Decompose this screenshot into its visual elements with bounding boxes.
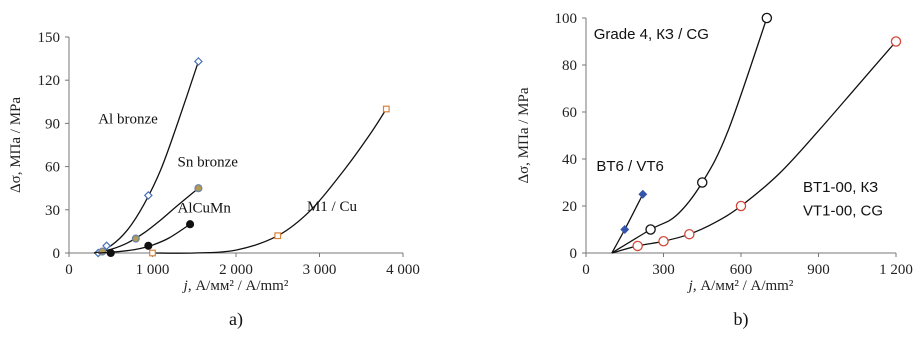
data-point [761,12,773,24]
chart-panel-2: 0 300 600 900 1 200 0 20 40 60 80 100 j, А/мм² / A/… [516,11,913,330]
y-tick-label: 60 [562,105,577,121]
y-tick-label: 90 [45,116,60,132]
series-2-1: Grade 4, КЗ / CG [594,12,773,254]
data-point [98,247,107,256]
data-point [193,57,203,66]
data-point [645,224,656,235]
data-point [131,234,140,243]
y-tick-label: 0 [570,246,578,262]
y-tick-label: 0 [53,246,61,262]
x-axis-title-units: , А/мм² / A/mm² [188,278,289,294]
x-tick-label: 0 [582,262,590,278]
x-tick-label: 1 200 [879,262,913,278]
data-point [632,240,643,252]
data-point [144,241,153,250]
x-axis-title: j, А/мм² / A/mm² [687,278,794,294]
x-tick-label: 2 000 [219,262,253,278]
y-tick-label: 150 [38,30,61,46]
data-point [106,248,115,258]
x-tick-label: 4 000 [386,262,420,278]
series-2-3: BT1-00, КЗ VT1-00, CG [611,36,902,254]
x-axis-title-symbol: j [687,278,693,294]
x-tick-label: 600 [730,262,753,278]
data-point [382,105,390,113]
series-label: Grade 4, КЗ / CG [594,26,709,43]
series-line [611,41,897,254]
y-tick-label: 40 [562,152,577,168]
series-1-3: AlCuMn [98,201,232,258]
data-point [735,200,747,212]
data-point [684,228,695,240]
data-point [658,235,669,247]
series-label: M1 / Cu [307,199,358,215]
x-tick-label: 900 [807,262,830,278]
series-label: BT1-00, КЗ [803,179,878,196]
data-point [697,177,708,188]
series-line [98,223,191,254]
data-point [149,249,156,257]
data-point [102,241,112,251]
data-point [194,184,203,193]
series-label: BT6 / VT6 [596,158,664,175]
panel-label: a) [229,309,243,330]
data-point [274,232,282,240]
x-axis-title: j, А/мм² / A/mm² [182,278,289,294]
series-label-line2: VT1-00, CG [803,202,883,219]
y-tick-label: 60 [45,160,60,176]
panel-label: b) [734,309,749,330]
chart-panel-1: 0 1 000 2 000 3 000 4 000 0 30 60 90 120 150 j, А/м… [8,30,420,330]
x-tick-label: 1 000 [136,262,170,278]
series-1-1: Al bronze [93,57,203,258]
y-tick-label: 30 [45,203,60,219]
data-point [620,225,630,234]
y-axis-title: Δσ, МПа / MPa [8,97,24,193]
y-tick-label: 100 [555,11,578,27]
data-point [186,220,195,229]
y-tick-label: 120 [38,73,61,89]
series-line [611,17,768,254]
series-label: Sn bronze [178,155,239,171]
series-label: AlCuMn [178,201,232,217]
data-point [890,36,902,47]
data-point [143,190,153,200]
series-line [152,108,387,254]
series-1-4: M1 / Cu [149,105,390,257]
data-point [638,189,648,199]
x-axis-title-symbol: j [182,278,188,294]
series-2-2: BT6 / VT6 [596,158,664,254]
y-axis-title: Δσ, МПа / MPa [516,87,532,183]
x-tick-label: 0 [65,262,73,278]
y-tick-label: 20 [562,199,577,215]
x-axis-title-units: , А/мм² / A/mm² [693,278,794,294]
series-label: Al bronze [98,111,158,127]
x-tick-label: 300 [652,262,675,278]
x-tick-label: 3 000 [303,262,337,278]
y-tick-label: 80 [562,58,577,74]
